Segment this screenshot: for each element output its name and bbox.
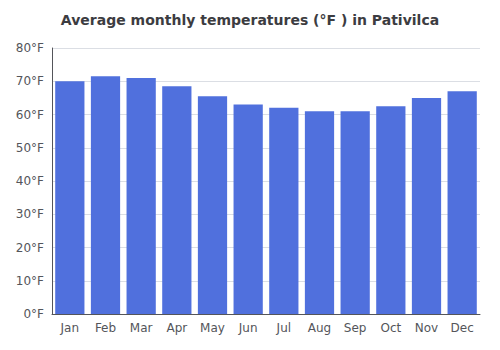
svg-text:Jan: Jan — [60, 321, 80, 335]
svg-text:Feb: Feb — [95, 321, 116, 335]
svg-text:Average monthly temperatures (: Average monthly temperatures (°F ) in Pa… — [61, 12, 439, 28]
svg-text:May: May — [200, 321, 225, 335]
svg-text:20°F: 20°F — [16, 241, 44, 255]
svg-text:Jul: Jul — [276, 321, 291, 335]
svg-text:Aug: Aug — [308, 321, 331, 335]
svg-text:Nov: Nov — [415, 321, 438, 335]
svg-text:50°F: 50°F — [16, 141, 44, 155]
svg-text:Mar: Mar — [130, 321, 153, 335]
svg-text:Apr: Apr — [166, 321, 187, 335]
svg-text:40°F: 40°F — [16, 174, 44, 188]
svg-text:70°F: 70°F — [16, 74, 44, 88]
svg-text:10°F: 10°F — [16, 274, 44, 288]
svg-text:30°F: 30°F — [16, 207, 44, 221]
svg-text:0°F: 0°F — [23, 307, 44, 321]
svg-text:Jun: Jun — [238, 321, 258, 335]
svg-text:Dec: Dec — [451, 321, 474, 335]
svg-text:Sep: Sep — [344, 321, 367, 335]
svg-text:80°F: 80°F — [16, 41, 44, 55]
svg-text:60°F: 60°F — [16, 108, 44, 122]
svg-text:Oct: Oct — [380, 321, 401, 335]
